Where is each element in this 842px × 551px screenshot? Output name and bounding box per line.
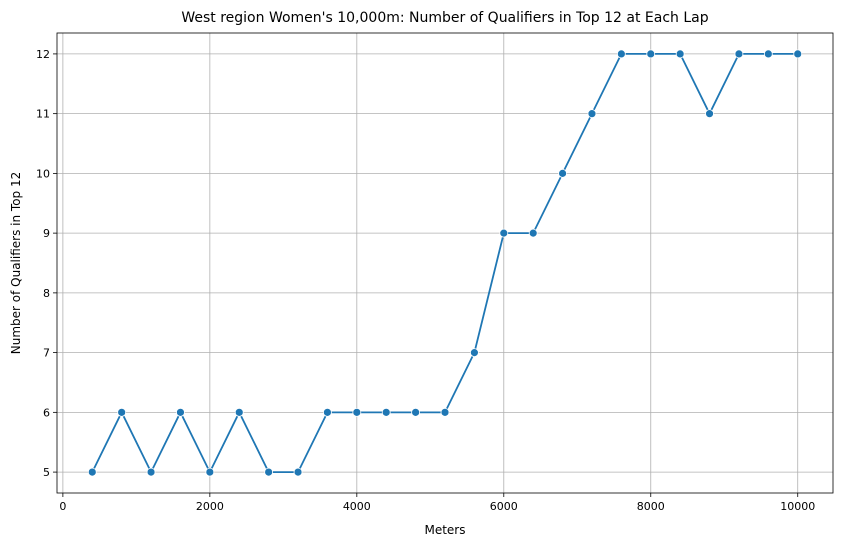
x-tick-label: 4000	[343, 500, 371, 513]
point	[616, 49, 626, 59]
point	[146, 467, 156, 477]
y-tick-label: 11	[36, 108, 50, 121]
y-axis-label: Number of Qualifiers in Top 12	[9, 172, 23, 355]
y-tick-label: 7	[43, 347, 50, 360]
x-tick-label: 10000	[780, 500, 815, 513]
point	[205, 467, 215, 477]
y-tick-label: 10	[36, 167, 50, 180]
y-tick-label: 9	[43, 227, 50, 240]
point	[763, 49, 773, 59]
x-tick-label: 8000	[637, 500, 665, 513]
point	[528, 228, 538, 238]
point	[793, 49, 803, 59]
point	[352, 407, 362, 417]
point	[176, 407, 185, 417]
point	[87, 467, 97, 477]
point	[675, 49, 685, 59]
x-tick-label: 6000	[490, 500, 518, 513]
x-tick-label: 0	[59, 500, 66, 513]
point	[499, 228, 509, 238]
x-tick-label: 2000	[196, 500, 224, 513]
point	[323, 407, 332, 417]
point	[469, 348, 479, 358]
point	[440, 407, 450, 417]
point	[705, 109, 714, 119]
point	[117, 407, 127, 417]
point	[264, 467, 274, 477]
y-tick-label: 12	[36, 48, 50, 61]
point	[234, 407, 244, 417]
point	[587, 109, 597, 119]
point	[293, 467, 303, 477]
x-axis-label: Meters	[424, 523, 465, 537]
point	[558, 168, 567, 178]
point	[411, 407, 421, 417]
y-tick-label: 6	[43, 406, 50, 419]
y-tick-label: 5	[43, 466, 50, 479]
plot-frame	[56, 32, 834, 494]
point	[646, 49, 656, 59]
chart-title: West region Women's 10,000m: Number of Q…	[181, 10, 708, 26]
y-tick-label: 8	[43, 287, 50, 300]
point	[381, 407, 391, 417]
point	[734, 49, 744, 59]
